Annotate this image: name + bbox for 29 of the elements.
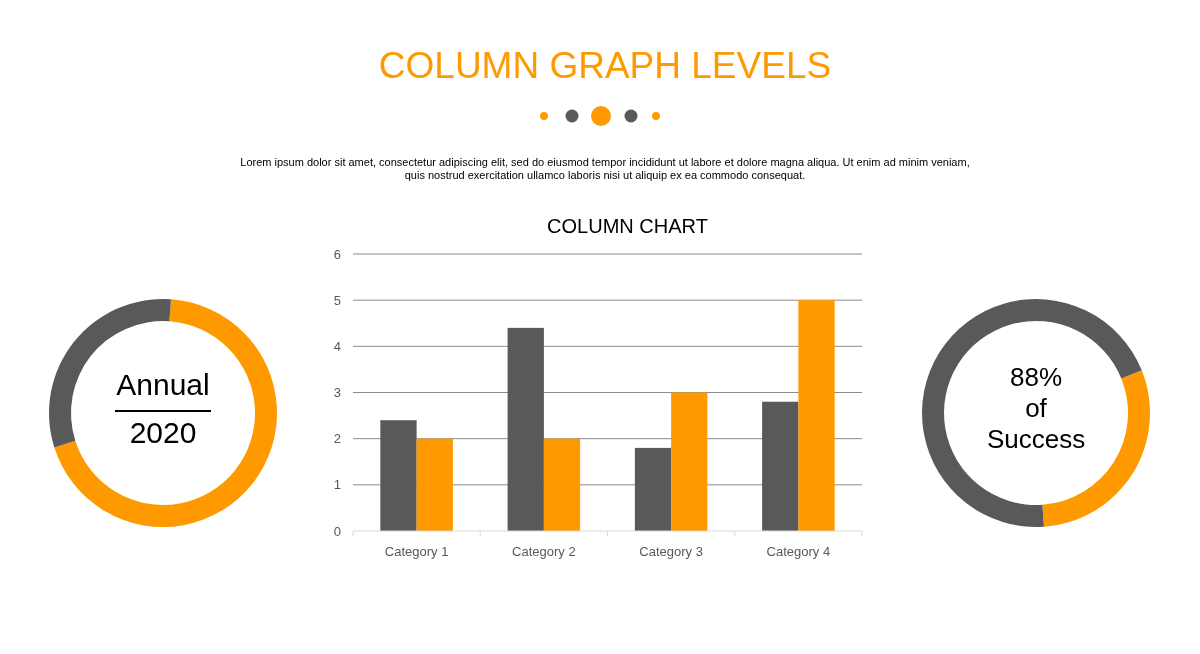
- x-tick-label: Category 4: [766, 544, 831, 559]
- y-tick-label: 3: [333, 385, 341, 401]
- text: 88%: [1009, 362, 1063, 392]
- bar: [543, 438, 581, 531]
- bar: [798, 300, 835, 531]
- y-tick-label: 4: [333, 338, 341, 354]
- bar: [671, 392, 708, 531]
- y-tick-label: 5: [333, 292, 341, 308]
- bar: [380, 420, 417, 531]
- bar: [416, 438, 453, 531]
- bar: [634, 447, 672, 531]
- text: Lorem ipsum dolor sit amet, consectetur adipiscing elit, sed do eiusmod tempor incididunt ut labore et dolore magna aliqua. Ut enim ad minim veniam, quis nostrud exercitation ullamco laboris nisi ut aliquip ex ea commodo consequat.: [240, 156, 970, 181]
- y-tick-label: 6: [333, 246, 341, 262]
- x-tick-label: Category 1: [384, 544, 449, 559]
- text: 2020: [129, 416, 197, 449]
- bar: [507, 327, 544, 531]
- chart-title: COLUMN CHART: [547, 215, 708, 237]
- text: COLUMN GRAPH LEVELS: [378, 45, 832, 86]
- bar: [762, 401, 799, 531]
- y-tick-label: 2: [333, 431, 341, 447]
- text: Annual: [116, 368, 210, 401]
- y-tick-label: 1: [333, 477, 341, 493]
- x-tick-label: Category 3: [639, 544, 703, 559]
- y-tick-label: 0: [333, 523, 341, 539]
- x-tick-label: Category 2: [512, 544, 576, 559]
- donut-slice: [54, 299, 277, 527]
- text: Success: [986, 424, 1086, 454]
- donut-slice: [922, 299, 1142, 527]
- text: of: [1025, 393, 1048, 423]
